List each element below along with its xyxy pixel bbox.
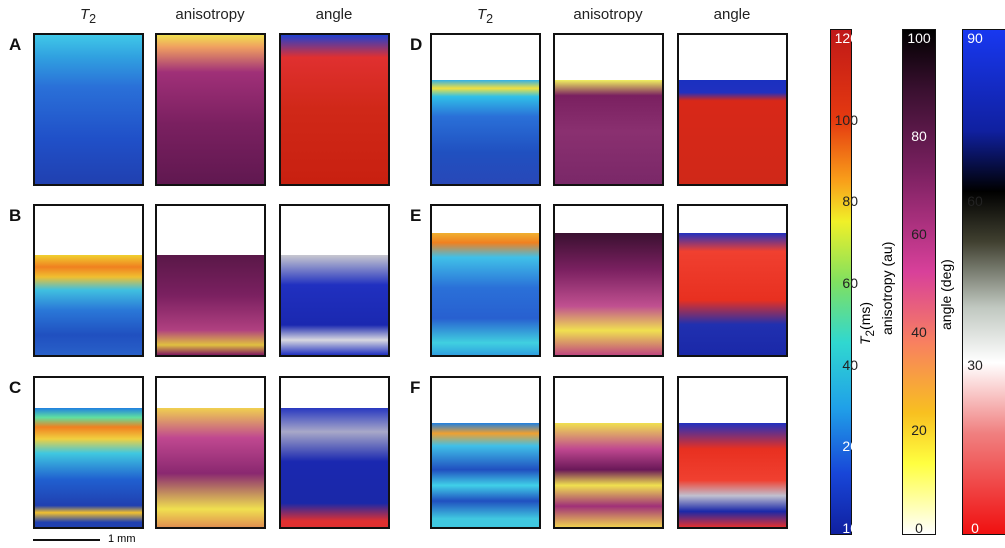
panel-label: A [9,35,22,54]
symbol: T [476,6,487,23]
anisotropy-map [553,204,664,357]
column-header: T2 [430,6,540,26]
column-header: anisotropy [175,6,245,23]
angle-map [677,33,788,186]
map-image [157,35,264,184]
colorbar-tick-label: 80 [911,128,927,144]
colorbar-tick-label: 90 [967,30,983,46]
column-header: T2 [33,6,143,26]
colorbar-tick-label: 100 [907,30,931,46]
angle-map [279,204,390,357]
angle-map [279,376,390,529]
scale-bar [33,539,100,541]
map-image [35,407,142,527]
anisotropy-map [553,376,664,529]
t2-map [33,33,144,186]
scale-bar-label: 1 mm [108,533,136,545]
panel-label: B [9,206,22,225]
map-image [679,79,786,184]
colorbar-tick-label: 30 [967,356,983,373]
angle-map [677,376,788,529]
colorbar-tick-label: 40 [911,324,927,340]
subscript: 2 [486,12,494,26]
colorbar-title: anisotropy (au) [879,241,895,335]
panel-label: C [9,378,22,397]
t2-map [430,33,541,186]
map-image [679,422,786,527]
map-image [281,35,388,184]
map-image [679,232,786,355]
colorbar-tick-label: 60 [842,275,858,291]
colorbar-tick-label: 120 [834,30,858,46]
t2-map [430,376,541,529]
colorbar-title: T2(ms) [857,302,877,345]
panel-label: E [410,206,422,225]
map-image [281,255,388,355]
colorbar-tick-label: 100 [834,111,858,128]
colorbar-tick-label: 40 [842,356,858,373]
angle-map [677,204,788,357]
subscript: 2 [863,329,877,337]
colorbar-tick-label: 80 [842,193,858,210]
map-image [432,232,539,355]
map-image [432,422,539,527]
map-image [35,255,142,355]
t2-colorbar [830,29,852,535]
anisotropy-map [155,204,266,357]
colorbar-tick-label: 0 [915,520,923,536]
colorbar-tick-label: 60 [967,193,983,210]
map-image [432,79,539,184]
anisotropy-map [155,33,266,186]
map-image [35,35,142,184]
column-header: angle [315,6,353,23]
unit: (ms) [857,301,873,330]
anisotropy-map [553,33,664,186]
map-image [157,407,264,527]
colorbar-tick-label: 10 [842,520,858,536]
map-image [157,255,264,355]
t2-map [33,204,144,357]
column-header: anisotropy [573,6,643,23]
colorbar-tick-label: 0 [971,520,979,536]
t2-map [33,376,144,529]
angle-map [279,33,390,186]
colorbar-title: angle (deg) [938,259,954,330]
colorbar-tick-label: 20 [842,438,858,455]
angle-colorbar [962,29,1005,535]
anisotropy-map [155,376,266,529]
t2-map [430,204,541,357]
symbol: T [857,336,873,345]
column-header: angle [713,6,751,23]
colorbar-tick-label: 20 [911,422,927,438]
subscript: 2 [89,12,97,26]
colorbar-tick-label: 60 [911,226,927,242]
map-image [555,79,662,184]
map-image [555,422,662,527]
map-image [555,232,662,355]
panel-label: F [410,378,421,397]
anisotropy-colorbar [902,29,936,535]
panel-label: D [410,35,423,54]
symbol: T [79,6,90,23]
map-image [281,407,388,527]
